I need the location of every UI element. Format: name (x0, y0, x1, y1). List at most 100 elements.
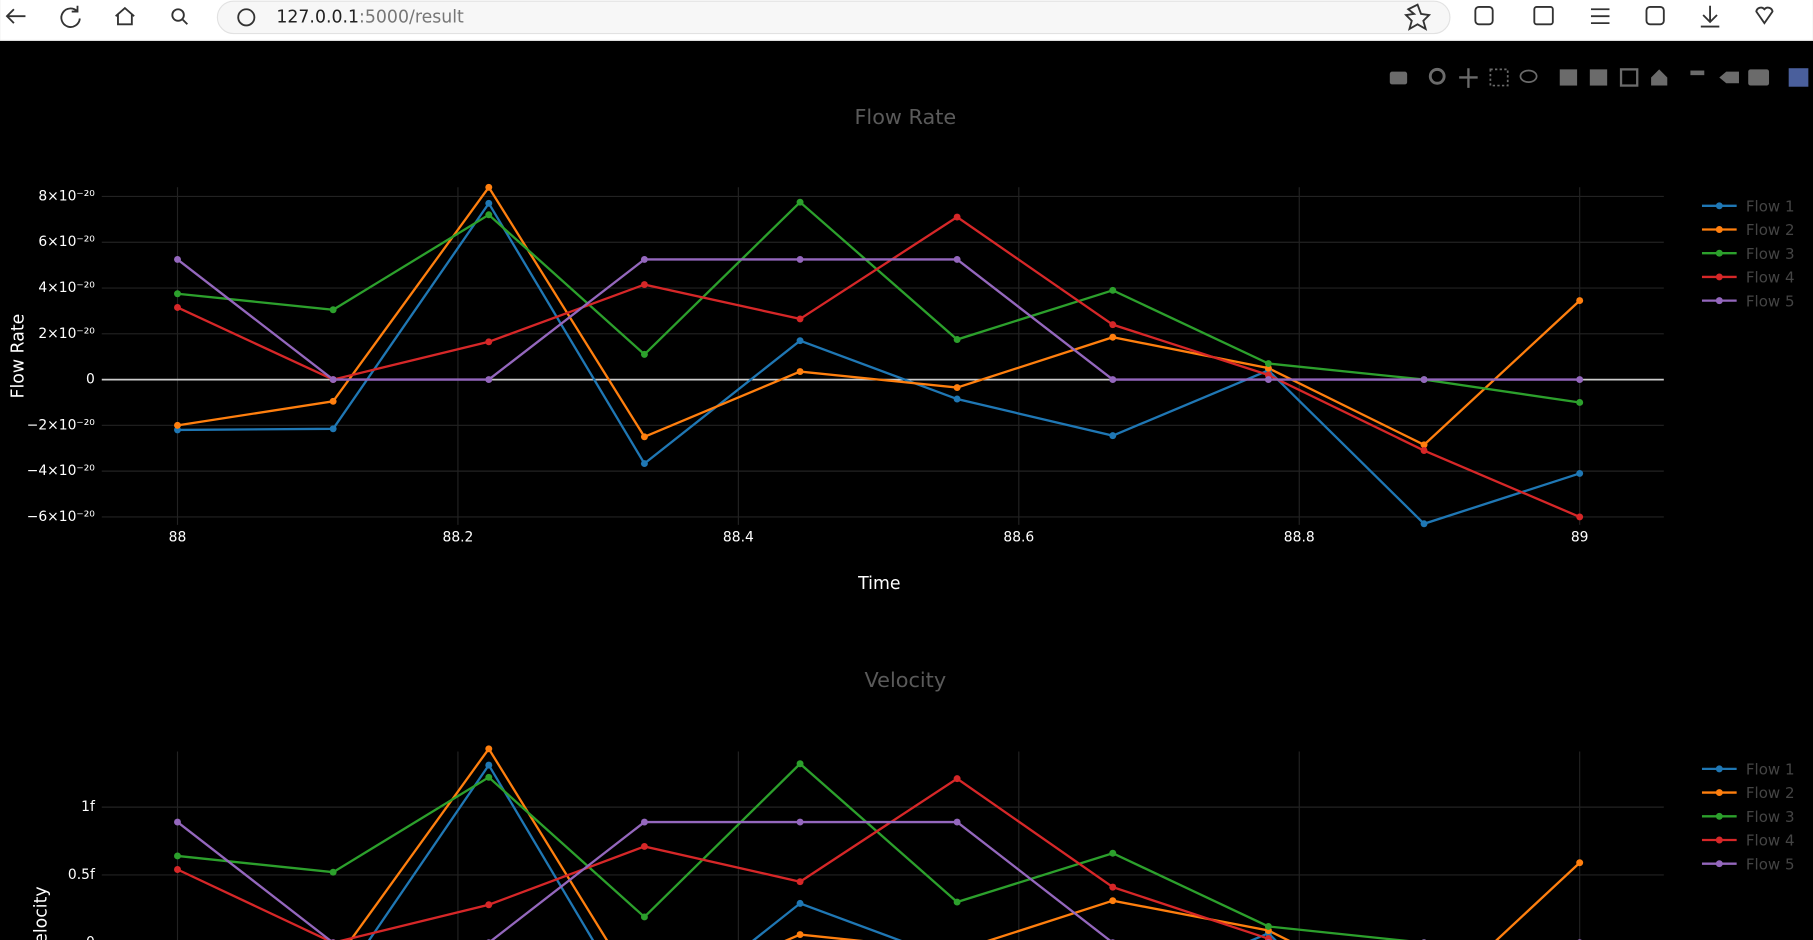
plot-title: Flow Rate (854, 105, 956, 129)
y-tick-label: 4×10⁻²⁰ (38, 280, 95, 296)
search-button[interactable] (171, 8, 188, 25)
data-point (485, 199, 493, 207)
y-tick-label: −4×10⁻²⁰ (27, 463, 96, 479)
data-point (796, 255, 804, 263)
data-point (485, 901, 493, 909)
autoscale-button[interactable] (1619, 68, 1639, 87)
favorite-button[interactable] (1404, 3, 1432, 31)
data-point (1576, 469, 1584, 477)
x-tick-label: 88 (169, 530, 187, 546)
legend-item: Flow 2 (1701, 784, 1795, 802)
data-point (485, 761, 493, 769)
zoom-button[interactable] (1428, 67, 1446, 85)
hover-compare-button[interactable] (1748, 69, 1770, 86)
health-button[interactable] (1755, 6, 1774, 25)
data-point (1576, 297, 1584, 305)
data-point (640, 350, 648, 358)
data-point (953, 775, 961, 783)
data-point (329, 868, 337, 876)
back-button[interactable] (5, 8, 26, 24)
split-screen-button[interactable] (1533, 6, 1554, 26)
legend-label: Flow 4 (1746, 269, 1795, 287)
legend-swatch-marker (1715, 249, 1723, 257)
series-line (176, 820, 1112, 940)
address-bar[interactable] (216, 0, 1451, 35)
box-select-button[interactable] (1489, 68, 1509, 87)
x-tick-label: 88.6 (1003, 530, 1034, 546)
legend-item: Flow 1 (1701, 197, 1795, 215)
legend-label: Flow 3 (1746, 245, 1795, 263)
data-point (796, 315, 804, 323)
legend-label: Flow 1 (1746, 197, 1795, 215)
data-point (796, 899, 804, 907)
series-line (177, 215, 1581, 518)
data-point (1109, 321, 1117, 329)
url: 127.0.0.1:5000/result (276, 7, 464, 27)
series-line (177, 185, 1581, 447)
zoom-out-button[interactable] (1589, 69, 1608, 86)
home-button[interactable] (115, 6, 135, 26)
extensions-button[interactable] (1474, 6, 1494, 26)
data-point (1264, 935, 1272, 940)
y-axis-title: Flow Rate (9, 314, 29, 399)
data-point (174, 818, 181, 826)
legend-item: Flow 3 (1701, 245, 1795, 263)
legend-swatch-marker (1715, 836, 1723, 844)
data-point (1420, 376, 1428, 384)
site-info-icon[interactable] (237, 8, 256, 27)
legend-swatch-marker (1715, 226, 1723, 233)
legend-swatch-marker (1715, 297, 1723, 305)
y-tick-label: 1f (81, 799, 96, 815)
data-point (640, 255, 648, 263)
legend-swatch-marker (1715, 812, 1723, 820)
data-point (329, 425, 337, 433)
downloads-button[interactable] (1700, 5, 1720, 28)
lasso-button[interactable] (1519, 69, 1538, 83)
legend-label: Flow 1 (1746, 761, 1795, 779)
y-tick-label: 0.5f (68, 867, 96, 883)
reload-button[interactable] (60, 5, 81, 28)
data-point (485, 745, 493, 753)
legend-item: Flow 5 (1701, 292, 1795, 310)
y-tick-label: 0 (86, 935, 95, 940)
data-point (174, 421, 181, 429)
data-point (1109, 883, 1117, 891)
plotly-logo[interactable] (1788, 68, 1809, 87)
collections-button[interactable] (1645, 6, 1665, 26)
data-point (1109, 897, 1117, 905)
zoom-in-button[interactable] (1559, 69, 1578, 86)
x-tick-label: 88.8 (1284, 530, 1315, 546)
x-tick-label: 88.4 (723, 530, 754, 546)
series-line (177, 201, 1581, 526)
data-point (174, 290, 181, 298)
legend-label: Flow 2 (1746, 784, 1795, 802)
legend-item: Flow 3 (1701, 808, 1795, 826)
data-point (329, 376, 337, 384)
download-plot-button[interactable] (1389, 71, 1408, 85)
favorites-button[interactable] (1590, 8, 1610, 25)
data-point (1264, 360, 1272, 368)
data-point (796, 368, 804, 376)
hover-closest-button[interactable] (1719, 71, 1739, 84)
series-line (177, 777, 1274, 940)
pan-button[interactable] (1459, 68, 1478, 88)
data-point (1576, 376, 1584, 384)
data-point (1264, 376, 1272, 384)
data-point (1420, 447, 1428, 454)
data-point (1576, 398, 1584, 406)
data-point (796, 878, 804, 886)
spike-lines-button[interactable] (1690, 70, 1705, 76)
data-point (953, 818, 961, 826)
reset-axes-button[interactable] (1651, 69, 1668, 86)
data-point (640, 460, 648, 468)
y-tick-label: 8×10⁻²⁰ (38, 188, 95, 204)
search-icon (182, 19, 188, 25)
legend-swatch-marker (1715, 860, 1723, 868)
series-line (177, 762, 1410, 940)
y-tick-label: −6×10⁻²⁰ (27, 509, 96, 525)
data-point (485, 338, 493, 346)
legend-label: Flow 3 (1746, 808, 1795, 826)
data-point (1109, 376, 1117, 384)
x-tick-label: 89 (1571, 530, 1589, 546)
data-point (1576, 513, 1584, 521)
